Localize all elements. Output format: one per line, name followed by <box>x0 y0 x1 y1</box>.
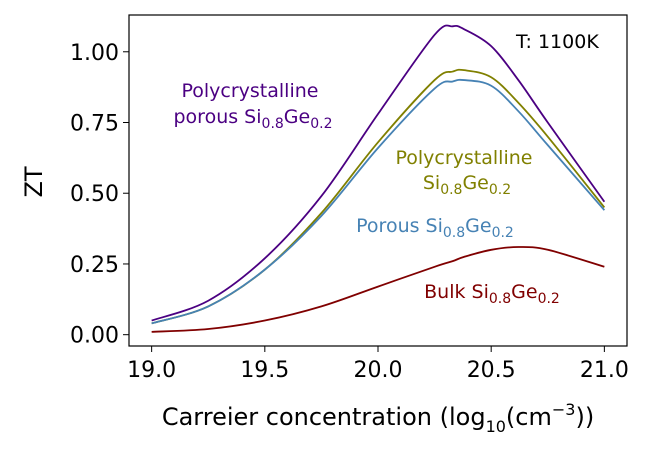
series-label-polycrystalline: Polycrystalline Si0.8Ge0.2 <box>395 147 538 198</box>
x-axis-ticks: 19.0 19.5 20.0 20.5 21.0 <box>127 346 629 383</box>
temperature-label: T: 1100K <box>515 31 599 53</box>
x-tick-label: 21.0 <box>580 358 629 383</box>
x-tick-label: 19.5 <box>240 358 289 383</box>
x-tick-label: 20.5 <box>467 358 516 383</box>
y-tick-label: 0.00 <box>70 324 119 349</box>
y-tick-label: 0.25 <box>70 253 119 278</box>
series-line-0 <box>151 24 606 322</box>
series-layer <box>151 24 606 333</box>
y-tick-label: 0.75 <box>70 112 119 137</box>
y-tick-label: 0.50 <box>70 182 119 207</box>
series-label-polycrystalline-porous: Polycrystalline porous Si0.8Ge0.2 <box>174 80 333 132</box>
y-axis-title: ZT <box>20 166 48 197</box>
x-axis-title: Carreier concentration (log10(cm−3)) <box>162 400 594 436</box>
x-tick-label: 20.0 <box>354 358 403 383</box>
series-line-2 <box>151 78 606 325</box>
y-tick-label: 1.00 <box>70 41 119 66</box>
x-tick-label: 19.0 <box>127 358 176 383</box>
plot-area <box>128 14 628 347</box>
series-label-porous: Porous Si0.8Ge0.2 <box>356 215 514 241</box>
series-label-bulk: Bulk Si0.8Ge0.2 <box>424 281 560 307</box>
series-line-3 <box>151 246 605 333</box>
y-axis-ticks: 0.00 0.25 0.50 0.75 1.00 <box>70 41 129 349</box>
